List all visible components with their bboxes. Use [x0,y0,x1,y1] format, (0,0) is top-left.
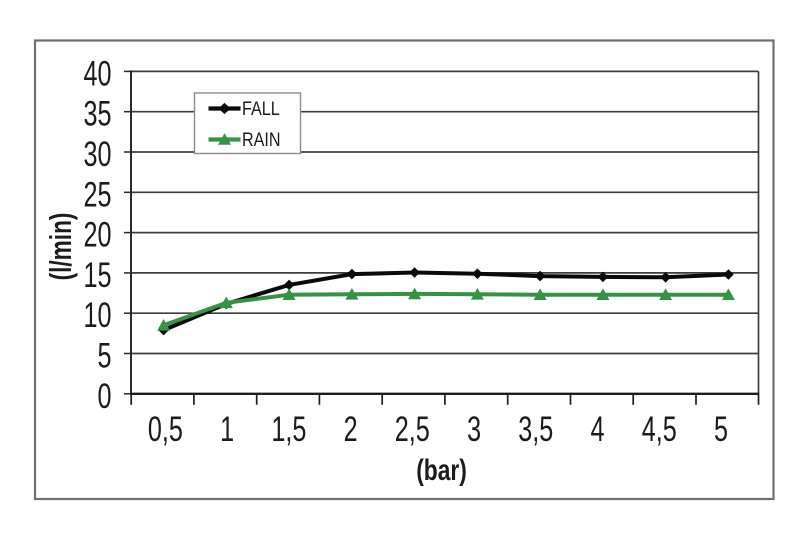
svg-text:(bar): (bar) [416,453,467,487]
svg-text:RAIN: RAIN [242,129,281,151]
svg-text:3: 3 [467,410,481,449]
svg-text:20: 20 [83,216,111,255]
svg-text:2,5: 2,5 [395,410,430,449]
svg-text:4,5: 4,5 [642,410,677,449]
svg-text:5: 5 [97,337,111,376]
svg-text:35: 35 [83,95,111,134]
svg-text:2: 2 [344,410,358,449]
svg-text:10: 10 [83,296,111,335]
svg-text:(l/min): (l/min) [42,213,77,281]
svg-text:3,5: 3,5 [518,410,553,449]
svg-text:1,5: 1,5 [271,410,306,449]
svg-text:5: 5 [714,410,728,449]
svg-text:25: 25 [83,175,111,214]
svg-text:4: 4 [590,410,604,449]
svg-text:0: 0 [97,377,111,416]
svg-text:40: 40 [83,54,111,93]
svg-text:15: 15 [83,256,111,295]
svg-text:30: 30 [83,135,111,174]
svg-text:0,5: 0,5 [148,410,183,449]
svg-text:FALL: FALL [242,98,280,120]
svg-text:1: 1 [220,410,234,449]
